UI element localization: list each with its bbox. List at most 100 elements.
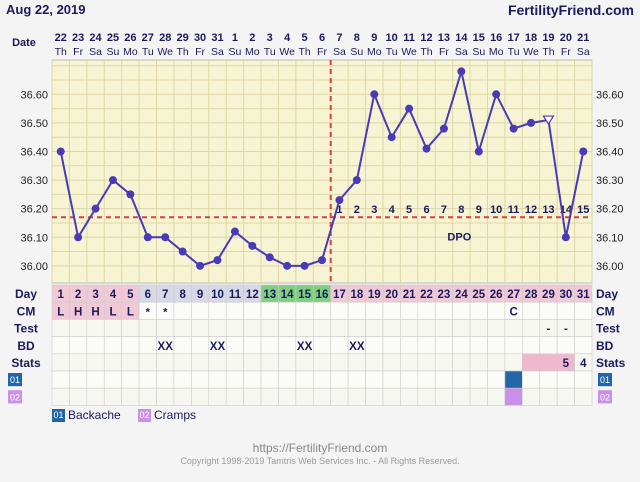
weekday-label: Sa — [89, 46, 102, 58]
row-label-left: CM — [17, 304, 36, 318]
row-label-left: BD — [17, 339, 35, 353]
table-cell — [504, 387, 523, 406]
temperature-point — [318, 256, 326, 265]
temperature-point — [161, 233, 170, 242]
table-value: 24 — [455, 289, 468, 301]
table-cell — [400, 319, 419, 337]
dpo-label: 11 — [508, 204, 520, 216]
table-cell — [260, 387, 279, 406]
footer-url[interactable]: https://FertilityFriend.com — [252, 441, 388, 455]
table-value: 7 — [162, 289, 168, 301]
temperature-point — [492, 90, 501, 99]
date-label: 28 — [159, 32, 171, 44]
table-cell — [191, 387, 210, 406]
site-name[interactable]: FertilityFriend.com — [507, 2, 634, 18]
table-cell — [173, 353, 192, 372]
table-cell — [312, 319, 332, 337]
temperature-point-open — [542, 115, 555, 126]
date-label: 2 — [249, 32, 255, 44]
table-cell — [243, 353, 262, 372]
code-label-left: 01 — [10, 375, 20, 385]
table-value: 14 — [281, 289, 294, 301]
table-cell — [173, 370, 192, 389]
table-value: XX — [210, 341, 226, 353]
table-cell — [86, 370, 105, 389]
table-cell — [260, 301, 279, 320]
temperature-point — [213, 256, 222, 265]
row-label-right: CM — [596, 304, 615, 318]
temperature-point — [387, 133, 396, 142]
table-cell — [69, 370, 88, 389]
dpo-label: 13 — [542, 204, 554, 216]
table-cell — [208, 319, 227, 337]
table-cell — [487, 301, 506, 320]
table-cell — [103, 353, 122, 372]
table-value: XX — [349, 341, 365, 353]
table-cell — [208, 370, 227, 389]
table-cell — [278, 336, 297, 355]
table-cell — [556, 370, 575, 389]
table-cell — [208, 353, 227, 372]
y-tick-right: 36.20 — [596, 204, 624, 216]
chart-date: Aug 22, 2019 — [6, 2, 86, 17]
table-cell — [417, 370, 436, 389]
table-cell — [487, 336, 506, 355]
table-cell — [434, 336, 453, 355]
table-cell — [103, 336, 122, 355]
code-label-right: 01 — [600, 375, 610, 385]
table-cell — [191, 370, 210, 389]
temperature-point — [178, 247, 187, 256]
code-label-right: 02 — [600, 392, 610, 402]
table-cell — [504, 336, 523, 355]
cm-mark: * — [163, 306, 168, 318]
y-tick-right: 36.30 — [596, 175, 624, 187]
table-cell — [574, 387, 593, 406]
temperature-point — [74, 233, 83, 242]
date-label: 20 — [560, 32, 572, 44]
date-label: 14 — [455, 32, 468, 44]
table-cell — [243, 387, 262, 406]
date-label: 4 — [284, 32, 291, 44]
weekday-label: Fr — [317, 46, 327, 58]
table-cell — [138, 387, 157, 406]
table-cell — [347, 319, 366, 337]
dpo-label: 15 — [577, 204, 589, 216]
weekday-label: We — [157, 46, 173, 58]
table-cell — [417, 319, 436, 337]
table-cell — [382, 336, 401, 355]
table-cell — [469, 370, 488, 389]
date-label: 31 — [211, 32, 223, 44]
weekday-label: Th — [177, 46, 189, 58]
table-cell — [86, 353, 105, 372]
table-cell — [69, 336, 88, 355]
table-cell — [225, 387, 244, 406]
table-value: 4 — [580, 358, 587, 370]
table-cell — [469, 353, 488, 372]
cm-mark: * — [146, 306, 151, 318]
dpo-label: 5 — [406, 204, 412, 216]
table-cell — [469, 336, 488, 355]
weekday-label: Tu — [142, 46, 154, 58]
table-cell — [469, 301, 488, 320]
table-cell — [312, 336, 332, 355]
y-tick-right: 36.50 — [596, 118, 624, 130]
table-cell — [452, 319, 471, 337]
header-bar: Aug 22, 2019 FertilityFriend.com — [0, 0, 640, 18]
table-cell — [400, 387, 419, 406]
table-cell — [156, 370, 175, 389]
date-label: 25 — [107, 32, 119, 44]
weekday-label: We — [279, 46, 295, 58]
row-label-left: Test — [14, 322, 38, 336]
table-cell — [225, 336, 244, 355]
weekday-label: Mo — [367, 46, 382, 58]
table-value: H — [74, 306, 82, 318]
table-cell — [330, 353, 349, 372]
temperature-point — [370, 90, 379, 99]
temperature-point — [352, 176, 361, 185]
date-label: 7 — [336, 32, 342, 44]
date-label: 5 — [302, 32, 308, 44]
code-badge-left — [8, 373, 22, 387]
table-cell — [539, 301, 558, 320]
table-value: 6 — [145, 289, 151, 301]
weekday-label: Th — [542, 46, 554, 58]
